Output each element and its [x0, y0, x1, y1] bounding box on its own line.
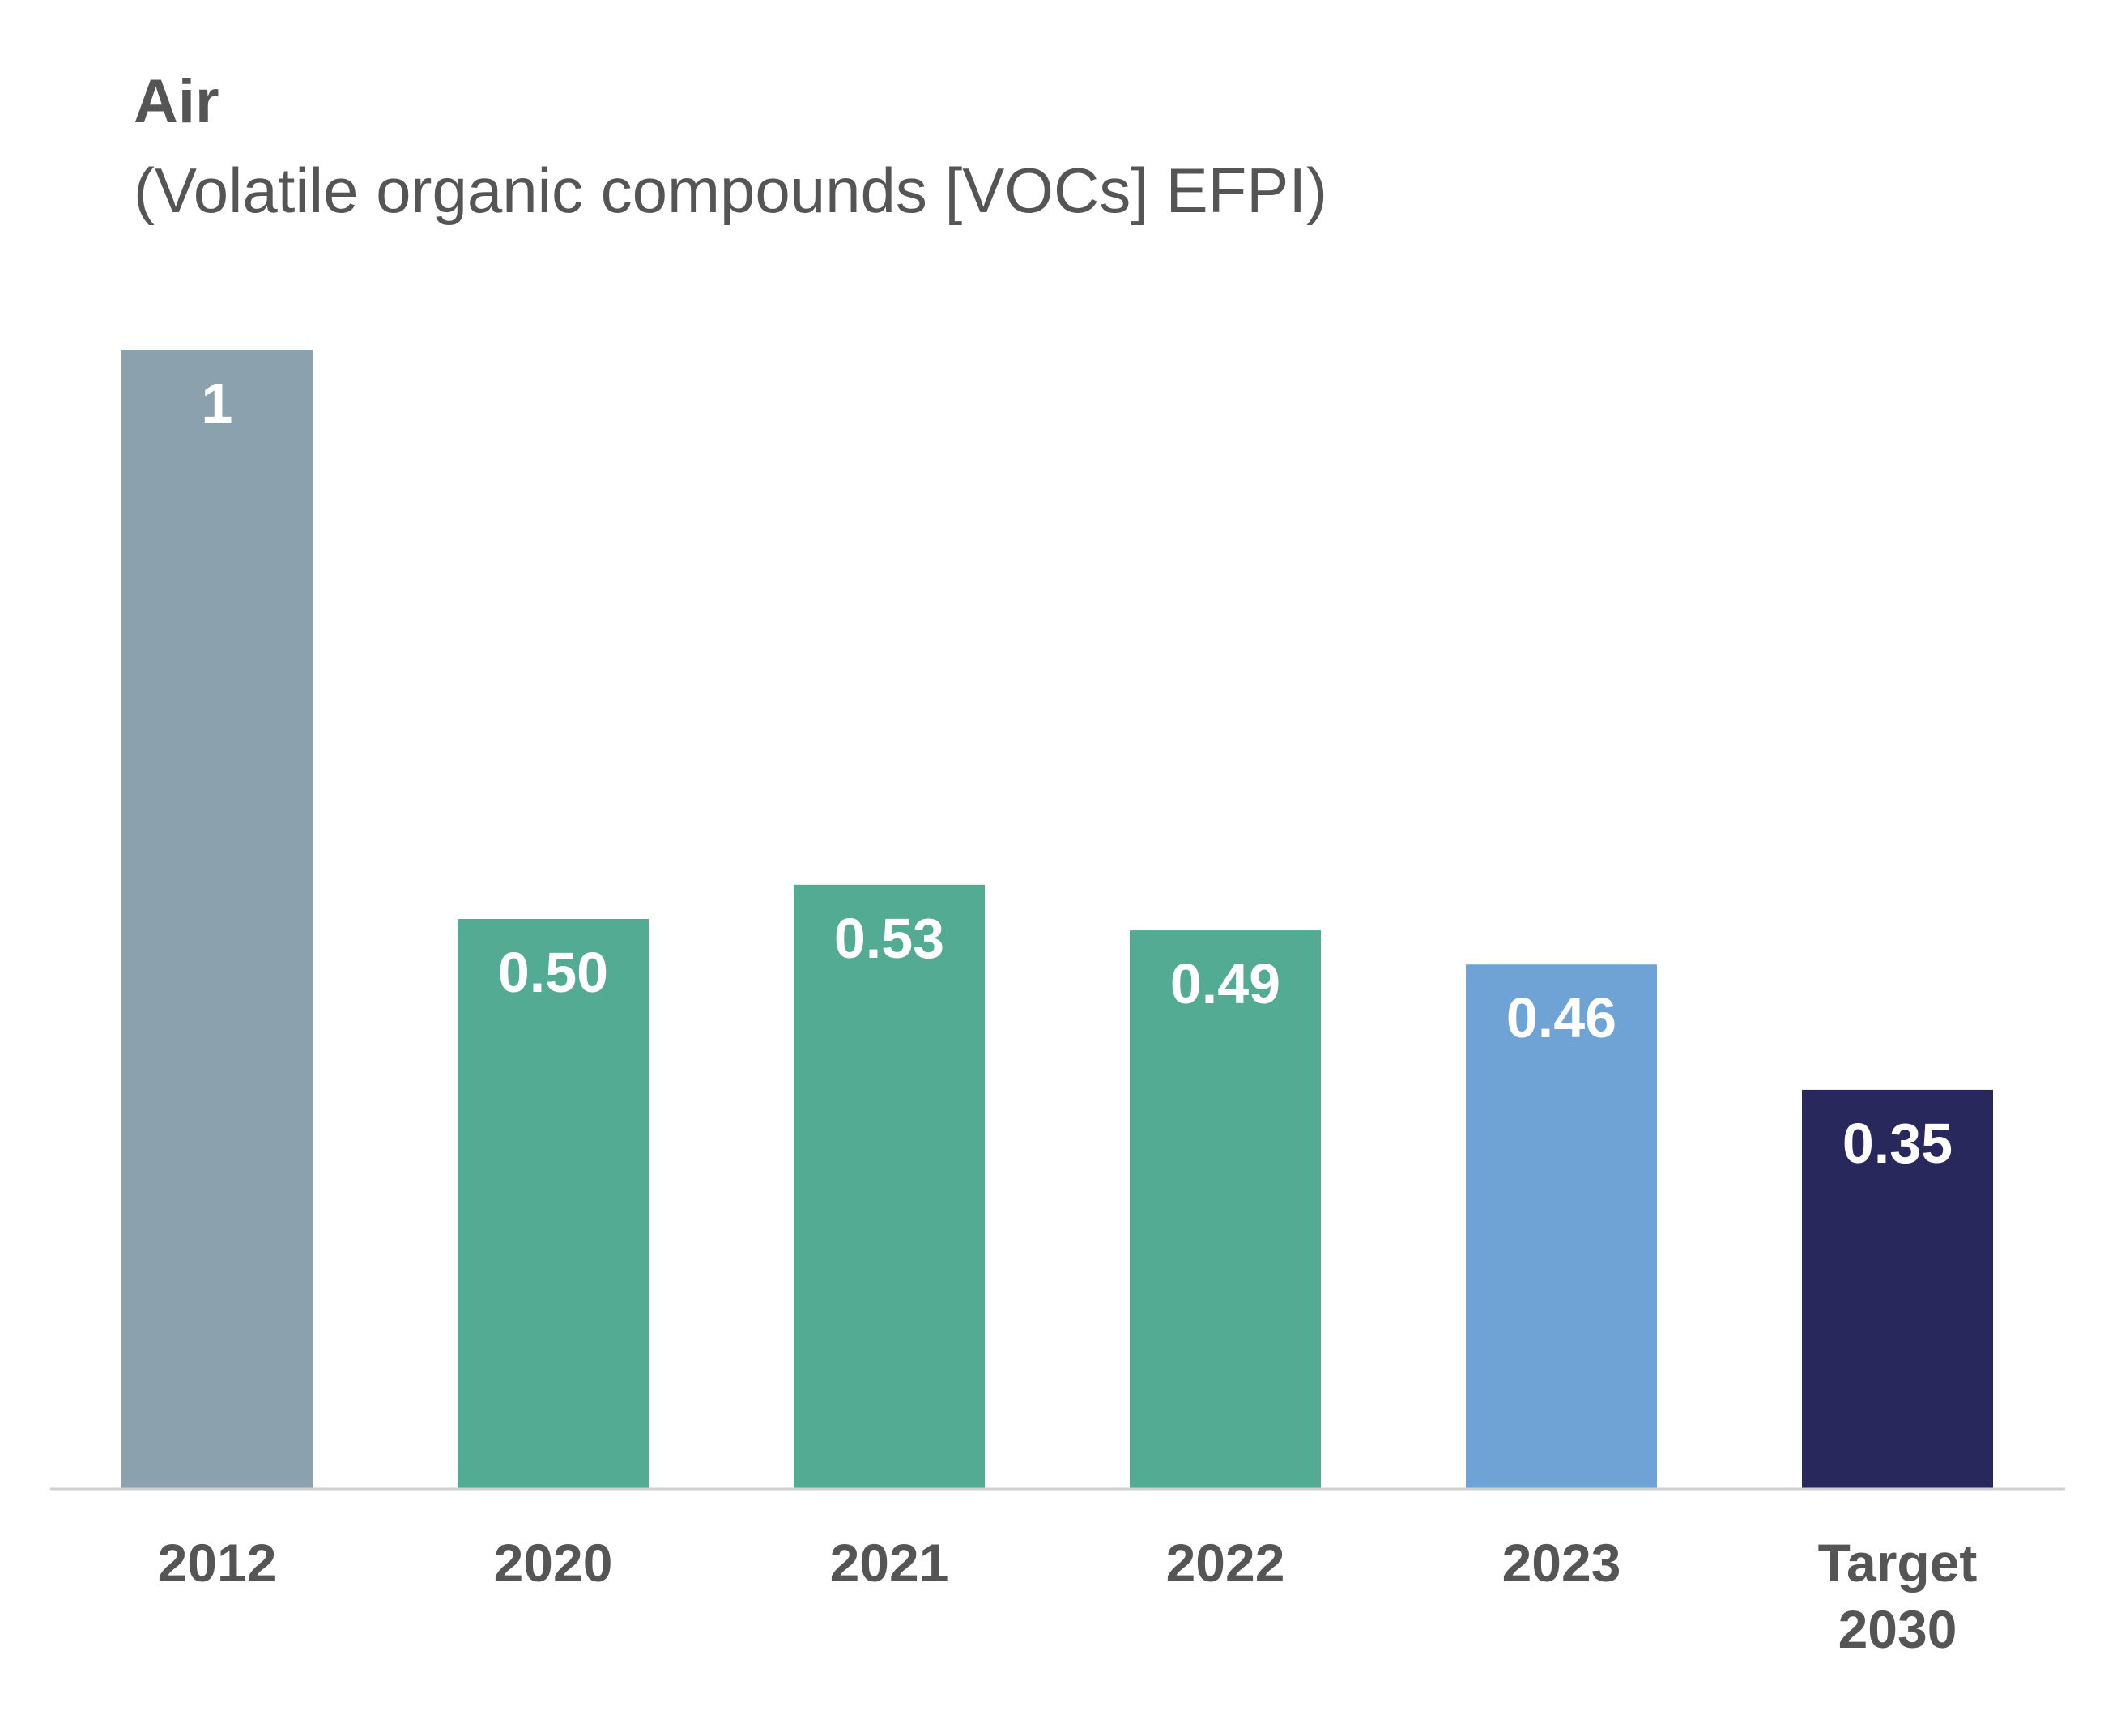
bar-2020 — [458, 919, 649, 1488]
bar-2012 — [121, 350, 313, 1488]
x-tick-label: 2023 — [1502, 1533, 1621, 1593]
bar-2023 — [1466, 964, 1657, 1488]
x-tick-label: 2022 — [1166, 1533, 1285, 1593]
chart-subtitle: (Volatile organic compounds [VOCs] EFPI) — [134, 155, 1327, 226]
x-tick-label: Target — [1818, 1533, 1978, 1593]
data-label: 0.53 — [834, 907, 944, 970]
bar-2022 — [1130, 930, 1321, 1488]
data-label: 0.46 — [1506, 986, 1616, 1049]
bar-2021 — [794, 884, 985, 1488]
x-tick-label: 2021 — [830, 1533, 949, 1593]
bars-layer: 1 0.50 0.53 0.49 0.46 0.35 — [121, 350, 1993, 1488]
data-label: 1 — [202, 372, 233, 435]
data-label: 0.49 — [1170, 952, 1280, 1015]
x-tick-label: 2030 — [1838, 1599, 1957, 1659]
bar-target-2030 — [1802, 1089, 1993, 1488]
data-label: 0.35 — [1842, 1112, 1953, 1175]
chart-title: Air — [134, 67, 219, 136]
x-tick-label: 2020 — [494, 1533, 613, 1593]
x-tick-label: 2012 — [158, 1533, 277, 1593]
data-label: 0.50 — [498, 941, 608, 1004]
